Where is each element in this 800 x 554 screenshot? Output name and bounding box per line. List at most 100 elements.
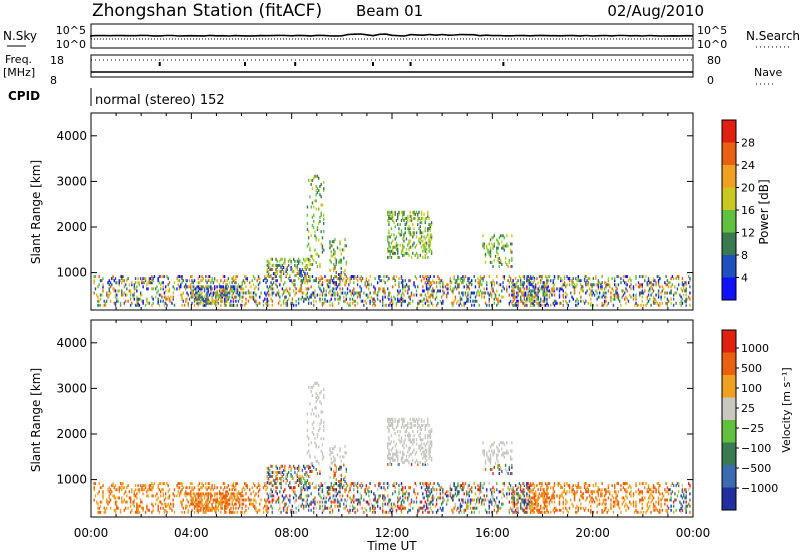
power-cell (508, 303, 511, 307)
power-cell (182, 279, 184, 283)
power-cell (361, 299, 364, 303)
velocity-cell (398, 506, 400, 510)
power-cell (205, 299, 207, 303)
power-cell (586, 279, 588, 283)
power-cell (309, 277, 311, 281)
power-cell (603, 301, 606, 305)
velocity-cell (432, 510, 434, 514)
power-cell (282, 261, 285, 265)
velocity-cell (235, 482, 237, 486)
power-cell (679, 301, 681, 305)
velocity-cell (333, 498, 335, 502)
power-cell (111, 283, 113, 287)
velocity-cell (467, 484, 469, 488)
power-cell (245, 301, 247, 305)
power-cell (318, 238, 320, 242)
power-cell (665, 275, 667, 279)
power-cell (571, 281, 573, 285)
velocity-cell (392, 419, 394, 423)
power-cell (402, 216, 404, 220)
power-cell (551, 289, 553, 293)
velocity-cell (432, 502, 434, 506)
power-cell (353, 299, 355, 303)
power-cell (512, 289, 514, 293)
velocity-cell (180, 492, 182, 496)
velocity-cell (523, 482, 526, 486)
power-cell (617, 297, 620, 301)
velocity-cell (670, 504, 672, 508)
velocity-cell (267, 472, 270, 476)
velocity-cell (482, 486, 484, 490)
power-cell (296, 263, 299, 267)
velocity-cell (402, 452, 404, 456)
power-cell (603, 295, 606, 299)
velocity-cell (353, 496, 355, 500)
power-cell (469, 281, 472, 285)
velocity-cell (625, 482, 627, 486)
power-cell (384, 295, 386, 299)
power-cell (330, 244, 332, 248)
power-cell (318, 221, 320, 225)
velocity-cell (457, 490, 459, 494)
power-cell (159, 293, 162, 297)
power-cell (635, 275, 637, 279)
power-cell (685, 289, 687, 293)
velocity-cell (345, 504, 347, 508)
velocity-cell (312, 420, 315, 424)
power-cell (432, 293, 434, 297)
power-cell (502, 285, 504, 289)
power-cell (299, 272, 301, 276)
velocity-cell (119, 486, 122, 490)
power-cell (217, 301, 220, 305)
velocity-cell (607, 508, 610, 512)
velocity-cell (659, 508, 661, 512)
power-cell (138, 283, 141, 287)
velocity-cell (681, 504, 684, 508)
power-cell (517, 285, 519, 289)
velocity-cell (478, 498, 480, 502)
velocity-cell (302, 504, 305, 508)
power-cell (649, 289, 651, 293)
power-cell (502, 275, 504, 279)
velocity-cell (309, 502, 311, 506)
power-cell (215, 295, 217, 299)
power-cell (113, 301, 115, 305)
power-cell (581, 287, 583, 291)
velocity-cell (402, 494, 404, 498)
velocity-cell (118, 496, 120, 500)
velocity-cell (353, 506, 355, 510)
velocity-cell (647, 486, 650, 490)
velocity-cell (685, 496, 687, 500)
power-cell (616, 287, 618, 291)
velocity-cell (388, 450, 390, 454)
velocity-cell (361, 484, 364, 488)
power-cell (498, 260, 501, 264)
velocity-cell (397, 450, 399, 454)
power-cell (492, 244, 494, 248)
power-cell (255, 299, 257, 303)
power-cell (601, 281, 603, 285)
velocity-cell (312, 383, 315, 387)
velocity-cell (104, 510, 107, 514)
power-cell (523, 303, 526, 307)
velocity-cell (400, 458, 403, 462)
velocity-cell (479, 482, 482, 486)
power-cell (562, 293, 564, 297)
velocity-cell (265, 500, 267, 504)
colorbar-segment (722, 255, 736, 278)
power-cell (501, 234, 503, 238)
power-cell (400, 249, 403, 253)
velocity-cell (601, 494, 603, 498)
power-cell (665, 291, 667, 295)
power-cell (674, 285, 676, 289)
power-cell (402, 281, 404, 285)
velocity-cell (558, 502, 561, 506)
power-cell (300, 272, 302, 276)
power-cell (333, 262, 335, 266)
velocity-cell (424, 500, 427, 504)
power-cell (200, 287, 202, 291)
velocity-cell (326, 506, 329, 510)
cpid-panel: CPID normal (stereo) 152 (8, 88, 225, 108)
colorbar-segment (722, 210, 736, 233)
velocity-cell (469, 498, 472, 502)
